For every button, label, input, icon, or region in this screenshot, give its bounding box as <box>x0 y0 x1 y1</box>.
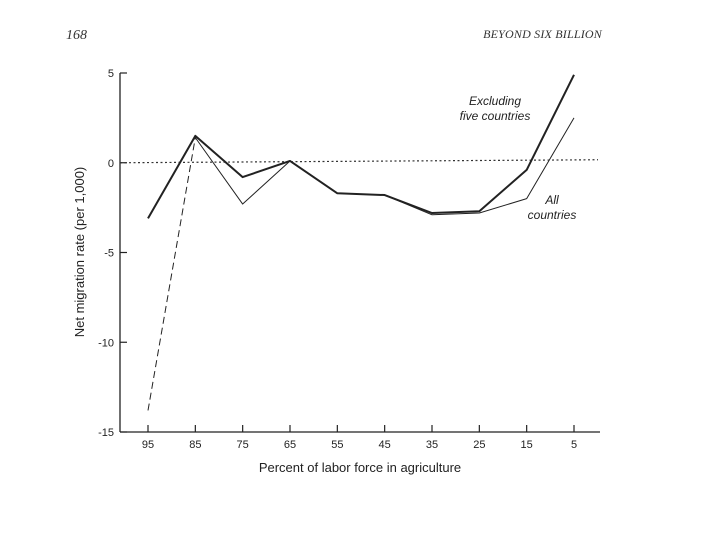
x-tick-label: 25 <box>473 439 485 451</box>
series-label: Excluding <box>469 94 521 108</box>
zero-line <box>119 159 599 164</box>
x-tick-label: 75 <box>237 439 249 451</box>
series-layer <box>147 74 575 411</box>
x-tick-label: 85 <box>189 439 201 451</box>
y-axis-label: Net migration rate (per 1,000) <box>72 167 87 338</box>
series-all-countries <box>194 117 575 216</box>
y-tick-label: 5 <box>108 68 114 80</box>
y-tick-label: -10 <box>98 337 114 349</box>
page-number: 168 <box>66 28 87 43</box>
x-tick-label: 5 <box>571 439 577 451</box>
x-tick-label: 95 <box>142 439 154 451</box>
chart-axes: 5 0 -5 -10 -15 95 85 75 65 55 45 35 25 15 5 <box>98 68 600 451</box>
x-axis-label: Percent of labor force in agriculture <box>259 460 461 475</box>
series-label: countries <box>528 208 577 222</box>
y-tick-label: 0 <box>108 158 114 170</box>
y-tick-label: -15 <box>98 427 114 439</box>
series-all-countries-dashed-segment <box>147 137 196 411</box>
series-label: All <box>544 193 559 207</box>
x-tick-label: 45 <box>379 439 391 451</box>
running-head: BEYOND SIX BILLION <box>483 27 602 41</box>
x-tick-label: 55 <box>331 439 343 451</box>
y-tick-label: -5 <box>104 248 114 260</box>
x-tick-label: 15 <box>521 439 533 451</box>
series-label: five countries <box>460 109 531 123</box>
x-tick-label: 35 <box>426 439 438 451</box>
zero-reference-line <box>119 159 599 164</box>
x-tick-label: 65 <box>284 439 296 451</box>
